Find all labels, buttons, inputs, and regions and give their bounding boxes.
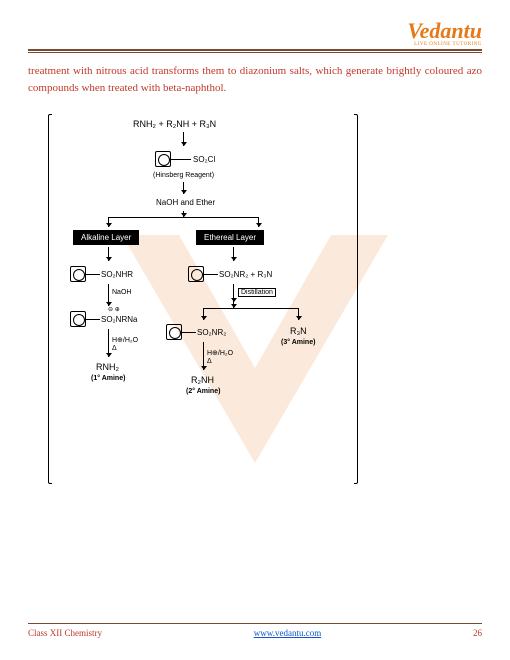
arrow xyxy=(108,329,109,357)
brand-tagline: LIVE ONLINE TUTORING xyxy=(28,42,482,47)
delta-2: Δ xyxy=(207,358,212,365)
ethereal-layer-label: Ethereal Layer xyxy=(196,230,264,245)
arrow xyxy=(298,308,299,320)
h-h2o-2: H⊕/H₂O xyxy=(207,349,233,357)
footer-rule xyxy=(28,623,482,624)
brand-logo: Vedantu xyxy=(28,18,482,44)
benzene-ring xyxy=(70,311,86,327)
benzene-ring xyxy=(70,266,86,282)
benzene-ring xyxy=(166,324,182,340)
bond xyxy=(182,332,196,333)
r2nh: R₂NH xyxy=(191,375,214,385)
arrow xyxy=(108,284,109,306)
top-reagents: RNH₂ + R₂NH + R₃N xyxy=(133,119,216,129)
arrow-stub xyxy=(233,302,234,308)
footer-left: Class XII Chemistry xyxy=(28,628,102,638)
alkaline-layer-label: Alkaline Layer xyxy=(73,230,139,245)
rnh2: RNH₂ xyxy=(96,362,119,372)
so2nrna: SO₂NRNa xyxy=(101,315,137,324)
naoh-label: NaOH xyxy=(112,289,131,296)
h-h2o-1: H⊕/H₂O xyxy=(112,336,138,344)
footer-link[interactable]: www.vedantu.com xyxy=(254,628,321,638)
arrow xyxy=(203,342,204,370)
arrow xyxy=(233,284,234,302)
arrow xyxy=(108,217,109,227)
arrow xyxy=(108,247,109,261)
bond xyxy=(171,159,191,160)
bond xyxy=(86,319,100,320)
header-rule-thin xyxy=(28,52,482,53)
delta-1: Δ xyxy=(112,345,117,352)
reaction-diagram: RNH₂ + R₂NH + R₃N SO₂Cl (Hinsberg Reagen… xyxy=(48,114,358,484)
hinsberg-label: (Hinsberg Reagent) xyxy=(153,172,214,179)
amine1: (1° Amine) xyxy=(91,375,125,382)
amine2: (2° Amine) xyxy=(186,388,220,395)
arrow xyxy=(233,247,234,261)
so2nr2: SO₂NR₂ xyxy=(197,328,226,337)
so2cl: SO₂Cl xyxy=(193,155,215,164)
arrow xyxy=(258,217,259,227)
so2nr2-r3n: SO₂NR₂ + R₃N xyxy=(219,270,272,279)
footer-page: 26 xyxy=(473,628,482,638)
benzene-ring xyxy=(188,266,204,282)
bond xyxy=(86,274,100,275)
bracket-left xyxy=(48,114,52,484)
footer: Class XII Chemistry www.vedantu.com 26 xyxy=(28,623,482,638)
bracket-right xyxy=(354,114,358,484)
r3n: R₃N xyxy=(290,326,307,336)
benzene-ring xyxy=(155,151,171,167)
distillation: Distillation xyxy=(238,288,276,297)
bond xyxy=(204,274,218,275)
header-rule-thick xyxy=(28,49,482,51)
na-charge: ⊖ ⊕ xyxy=(108,306,120,313)
arrow-stub xyxy=(183,211,184,217)
body-paragraph: treatment with nitrous acid transforms t… xyxy=(28,63,482,96)
arrow xyxy=(203,308,204,320)
amine3: (3° Amine) xyxy=(281,339,315,346)
naoh-ether: NaOH and Ether xyxy=(156,198,215,207)
so2nhr: SO₂NHR xyxy=(101,270,133,279)
split-line-2 xyxy=(203,308,298,309)
arrow xyxy=(183,182,184,194)
arrow xyxy=(183,132,184,146)
